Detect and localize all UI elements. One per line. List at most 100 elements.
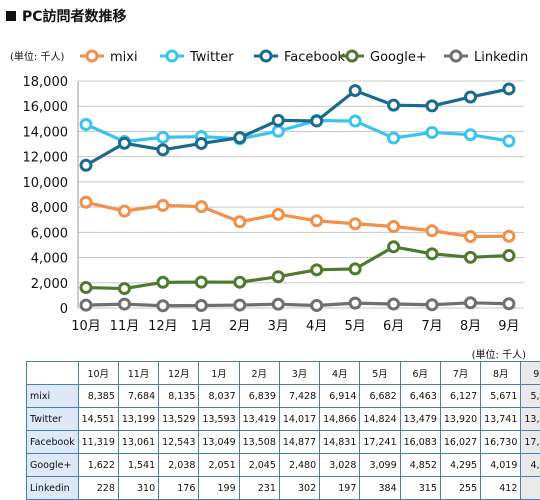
data-point xyxy=(350,298,360,308)
legend-marker xyxy=(87,51,97,61)
x-tick-label: 12月 xyxy=(148,319,178,334)
data-point xyxy=(119,206,129,216)
x-tick-label: 7月 xyxy=(421,319,442,334)
data-point xyxy=(158,200,168,210)
data-point xyxy=(350,264,360,274)
table-cell: 11,319 xyxy=(78,431,118,454)
table-cell: 14,831 xyxy=(320,431,360,454)
data-point xyxy=(235,133,245,143)
data-point xyxy=(389,242,399,252)
table-unit-label: (単位: 千人) xyxy=(472,346,526,361)
row-label: mixi xyxy=(27,385,79,408)
data-point xyxy=(312,216,322,226)
table-cell: 1,622 xyxy=(78,454,118,477)
x-tick-label: 2月 xyxy=(229,319,250,334)
data-point xyxy=(312,265,322,275)
data-point xyxy=(196,138,206,148)
legend-item: Linkedin xyxy=(444,50,528,65)
table-cell: 5,686 xyxy=(521,385,540,408)
y-tick-label: 8,000 xyxy=(31,201,68,216)
table-cell: 5,671 xyxy=(481,385,521,408)
x-tick-label: 11月 xyxy=(110,319,140,334)
table-cell: 228 xyxy=(78,477,118,500)
legend-marker xyxy=(451,51,461,61)
column-header: 3月 xyxy=(279,362,319,385)
table-cell: 8,135 xyxy=(159,385,199,408)
data-point xyxy=(273,126,283,136)
y-tick-label: 2,000 xyxy=(31,277,68,292)
legend-label: mixi xyxy=(110,50,138,65)
data-point xyxy=(119,284,129,294)
data-point xyxy=(350,86,360,96)
y-tick-label: 0 xyxy=(60,302,68,317)
row-label: Twitter xyxy=(27,408,79,431)
column-header: 7月 xyxy=(440,362,480,385)
legend-marker xyxy=(347,51,357,61)
column-header: 4月 xyxy=(320,362,360,385)
table-cell: 13,243 xyxy=(521,408,540,431)
data-point xyxy=(465,92,475,102)
row-label: Google+ xyxy=(27,454,79,477)
table-cell: 7,428 xyxy=(279,385,319,408)
data-point xyxy=(235,277,245,287)
data-point xyxy=(196,277,206,287)
legend-item: mixi xyxy=(80,50,138,65)
data-point xyxy=(427,300,437,310)
data-point xyxy=(196,202,206,212)
table-cell: 231 xyxy=(239,477,279,500)
data-point xyxy=(81,300,91,310)
table-cell: 7,684 xyxy=(118,385,158,408)
table-cell: 4,159 xyxy=(521,454,540,477)
table-cell: 13,061 xyxy=(118,431,158,454)
table-cell: 14,877 xyxy=(279,431,319,454)
table-cell: 16,027 xyxy=(440,431,480,454)
data-table: 10月 11月 12月 1月 2月 3月 4月 5月 6月 7月 8月 9月 m… xyxy=(26,361,540,500)
legend-marker xyxy=(261,51,271,61)
x-tick-label: 3月 xyxy=(268,319,289,334)
data-point xyxy=(350,219,360,229)
data-point xyxy=(235,300,245,310)
x-tick-label: 1月 xyxy=(191,319,212,334)
table-cell: 14,866 xyxy=(320,408,360,431)
table-cell: 2,480 xyxy=(279,454,319,477)
y-tick-label: 6,000 xyxy=(31,226,68,241)
table-cell: 1,541 xyxy=(118,454,158,477)
column-header: 2月 xyxy=(239,362,279,385)
table-cell: 13,593 xyxy=(199,408,239,431)
legend-item: Twitter xyxy=(160,50,234,65)
column-header: 5月 xyxy=(360,362,400,385)
table-cell: 2,045 xyxy=(239,454,279,477)
data-point xyxy=(312,301,322,311)
y-tick-label: 14,000 xyxy=(23,125,69,140)
y-tick-label: 16,000 xyxy=(23,100,69,115)
column-header: 11月 xyxy=(118,362,158,385)
page-title: PC訪問者数推移 xyxy=(6,6,127,26)
row-label: Linkedin xyxy=(27,477,79,500)
table-cell: 6,914 xyxy=(320,385,360,408)
data-point xyxy=(312,116,322,126)
column-header: 6月 xyxy=(400,362,440,385)
data-point xyxy=(81,160,91,170)
series-line xyxy=(86,303,509,306)
table-cell: 302 xyxy=(279,477,319,500)
data-point xyxy=(158,277,168,287)
table-cell: 8,385 xyxy=(78,385,118,408)
column-header: 12月 xyxy=(159,362,199,385)
x-tick-label: 10月 xyxy=(71,319,101,334)
y-tick-label: 12,000 xyxy=(23,151,69,166)
table-cell: 12,543 xyxy=(159,431,199,454)
chart-series xyxy=(81,84,514,311)
table-cell: 17,369 xyxy=(521,431,540,454)
data-point xyxy=(119,299,129,309)
data-point xyxy=(504,231,514,241)
x-tick-label: 9月 xyxy=(498,319,519,334)
data-point xyxy=(273,272,283,282)
data-point xyxy=(504,251,514,261)
data-point xyxy=(427,249,437,259)
data-point xyxy=(273,299,283,309)
